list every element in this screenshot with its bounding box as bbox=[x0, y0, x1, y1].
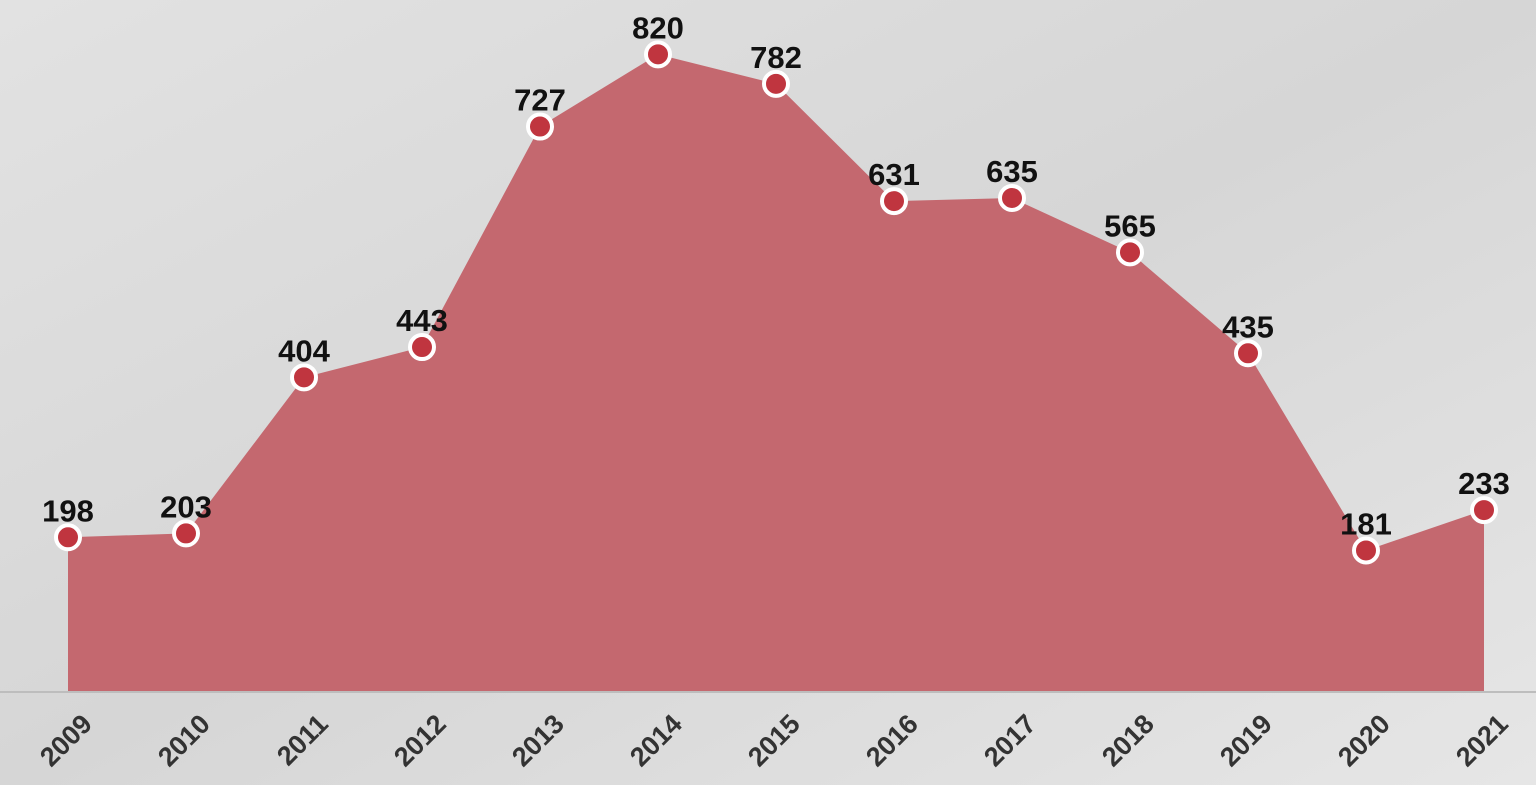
value-label: 233 bbox=[1458, 466, 1510, 501]
marker bbox=[762, 69, 790, 98]
value-label: 727 bbox=[514, 83, 566, 118]
marker bbox=[408, 333, 436, 362]
marker bbox=[526, 112, 554, 141]
value-label: 782 bbox=[750, 40, 802, 75]
value-label: 181 bbox=[1340, 506, 1392, 541]
value-label: 631 bbox=[868, 157, 920, 192]
area bbox=[68, 54, 1484, 691]
value-label: 565 bbox=[1104, 208, 1156, 243]
marker bbox=[1352, 536, 1380, 565]
value-label: 820 bbox=[632, 10, 684, 45]
value-label: 404 bbox=[278, 333, 330, 368]
marker bbox=[1116, 238, 1144, 267]
value-label: 443 bbox=[396, 303, 448, 338]
marker bbox=[54, 523, 82, 552]
marker bbox=[1234, 339, 1262, 368]
value-label: 198 bbox=[42, 493, 94, 528]
value-label: 203 bbox=[160, 489, 212, 524]
marker bbox=[1470, 496, 1498, 525]
marker bbox=[880, 187, 908, 216]
marker bbox=[290, 363, 318, 392]
marker bbox=[172, 519, 200, 548]
value-label: 435 bbox=[1222, 309, 1274, 344]
value-label: 635 bbox=[986, 154, 1038, 189]
marker bbox=[998, 183, 1026, 212]
marker bbox=[644, 40, 672, 69]
